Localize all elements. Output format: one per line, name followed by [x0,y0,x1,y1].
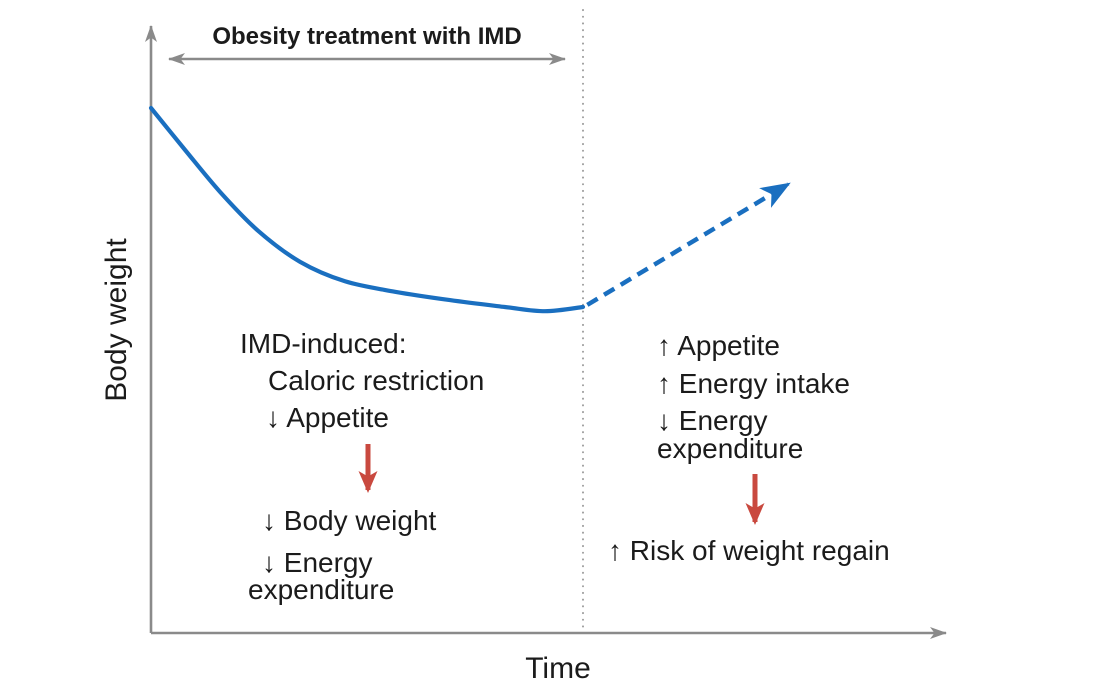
right-annotation-energy-intake-up: ↑ Energy intake [657,368,850,399]
right-annotation-appetite-up: ↑ Appetite [657,330,780,361]
right-annotation-risk-of-weight-regain: ↑ Risk of weight regain [608,535,890,566]
y-axis-label: Body weight [100,238,133,402]
left-annotation-body-weight-down: ↓ Body weight [262,505,437,536]
left-annotation-appetite-down: ↓ Appetite [266,402,389,433]
right-annotation-energy-expenditure-down-line2: expenditure [657,433,803,464]
left-annotation-energy-expenditure-down-line2: expenditure [248,574,394,605]
body-weight-curve [148,105,586,314]
x-axis-label: Time [525,652,591,685]
right-annotation-energy-expenditure-down-line1: ↓ Energy [657,405,768,436]
left-annotation-caloric-restriction: Caloric restriction [268,365,484,396]
weight-regain-dashed-arrow [586,182,791,307]
left-annotation-energy-expenditure-down-line1: ↓ Energy [262,547,373,578]
treatment-span-label: Obesity treatment with IMD [212,23,521,50]
left-annotation-heading: IMD-induced: [240,328,407,359]
